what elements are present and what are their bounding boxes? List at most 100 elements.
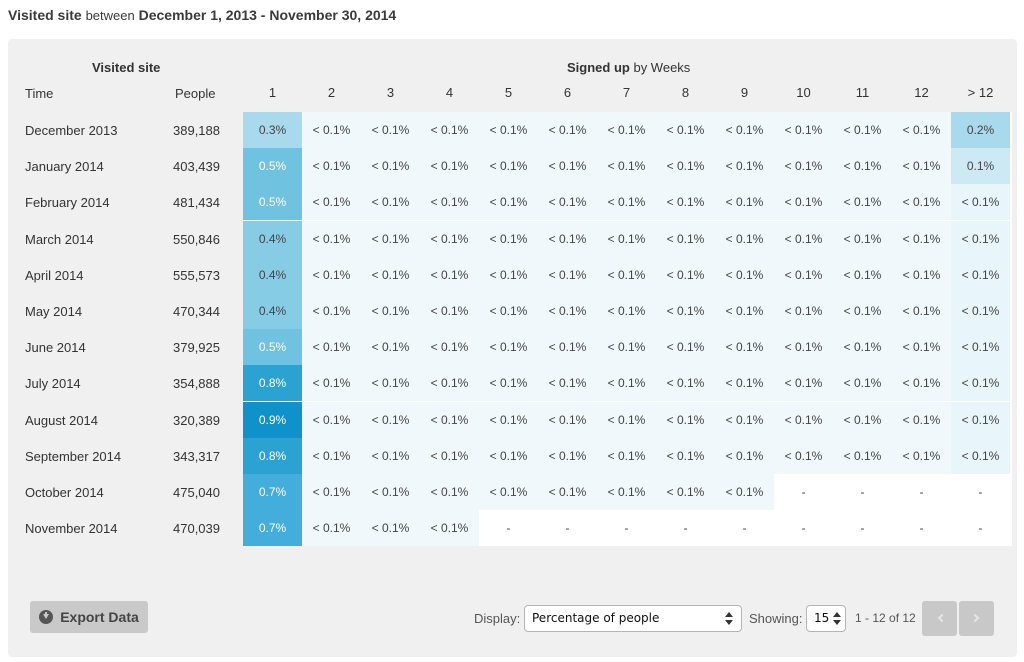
retention-cell: < 0.1% xyxy=(774,184,833,221)
retention-cell: < 0.1% xyxy=(538,256,597,293)
chevron-left-icon xyxy=(937,613,947,623)
week-column-header: 4 xyxy=(445,85,454,100)
retention-cell: - xyxy=(597,510,656,547)
retention-cell: - xyxy=(833,510,892,547)
report-title: Visited site between December 1, 2013 - … xyxy=(8,7,396,23)
retention-cell: < 0.1% xyxy=(774,401,833,438)
retention-cell: 0.7% xyxy=(243,474,302,510)
retention-cell: < 0.1% xyxy=(361,510,420,547)
retention-cell: < 0.1% xyxy=(951,329,1010,366)
week-column-header: 12 xyxy=(914,85,929,100)
retention-cell: - xyxy=(715,510,774,547)
row-people-count: 481,434 xyxy=(173,195,220,211)
row-people-count: 343,317 xyxy=(173,448,220,464)
retention-cell: < 0.1% xyxy=(361,365,420,402)
retention-cell: < 0.1% xyxy=(656,365,715,402)
showing-select-value: 15 xyxy=(814,611,830,625)
row-people-count: 475,040 xyxy=(173,485,220,500)
retention-cell: < 0.1% xyxy=(361,401,420,438)
retention-cell: < 0.1% xyxy=(479,329,538,366)
retention-cell: < 0.1% xyxy=(361,112,420,148)
retention-cell: < 0.1% xyxy=(715,220,774,257)
retention-cell: 0.5% xyxy=(243,329,302,366)
retention-cell: < 0.1% xyxy=(479,148,538,185)
retention-cell: < 0.1% xyxy=(361,256,420,293)
row-people-count: 470,039 xyxy=(173,521,220,537)
retention-cell: < 0.1% xyxy=(656,437,715,474)
retention-cell: < 0.1% xyxy=(479,365,538,402)
row-time-label: April 2014 xyxy=(25,267,84,283)
row-people-count: 320,389 xyxy=(173,412,220,428)
retention-cell: < 0.1% xyxy=(597,365,656,402)
retention-cell: < 0.1% xyxy=(715,112,774,148)
retention-cell: < 0.1% xyxy=(302,474,361,510)
retention-cell: < 0.1% xyxy=(597,112,656,148)
retention-cell: < 0.1% xyxy=(951,220,1010,257)
retention-cell: < 0.1% xyxy=(656,220,715,257)
retention-cell: < 0.1% xyxy=(420,365,479,402)
retention-cell: < 0.1% xyxy=(479,256,538,293)
retention-cell: < 0.1% xyxy=(656,112,715,148)
retention-cell: < 0.1% xyxy=(420,329,479,366)
retention-cell: < 0.1% xyxy=(951,401,1010,438)
retention-cell: < 0.1% xyxy=(951,293,1010,329)
retention-cell: < 0.1% xyxy=(833,184,892,221)
week-column-header: 10 xyxy=(796,85,811,100)
retention-cell: - xyxy=(656,510,715,547)
retention-cell: < 0.1% xyxy=(774,220,833,257)
retention-cell: < 0.1% xyxy=(715,329,774,366)
retention-cell: < 0.1% xyxy=(951,437,1010,474)
retention-cell: < 0.1% xyxy=(833,437,892,474)
showing-select[interactable]: 15 xyxy=(806,605,846,632)
retention-cell: < 0.1% xyxy=(597,220,656,257)
showing-label: Showing: xyxy=(749,611,803,626)
row-people-count: 354,888 xyxy=(173,376,220,392)
retention-cell: < 0.1% xyxy=(715,293,774,329)
display-select[interactable]: Percentage of people xyxy=(524,605,742,632)
range-text: 1 - 12 of 12 xyxy=(855,611,916,625)
retention-cell: < 0.1% xyxy=(420,474,479,510)
retention-cell: 0.2% xyxy=(951,112,1010,148)
retention-cell: < 0.1% xyxy=(597,474,656,510)
retention-cell: < 0.1% xyxy=(479,474,538,510)
row-people-count: 470,344 xyxy=(173,304,220,319)
retention-cell: < 0.1% xyxy=(774,112,833,148)
week-column-header: 2 xyxy=(327,85,336,100)
retention-cell: < 0.1% xyxy=(892,220,951,257)
retention-cell: - xyxy=(892,474,951,510)
row-time-label: October 2014 xyxy=(25,485,104,500)
retention-cell: < 0.1% xyxy=(302,401,361,438)
retention-cell: < 0.1% xyxy=(774,329,833,366)
retention-cell: 0.7% xyxy=(243,510,302,547)
retention-cell: < 0.1% xyxy=(420,437,479,474)
retention-cell: < 0.1% xyxy=(538,220,597,257)
retention-cell: < 0.1% xyxy=(538,365,597,402)
row-time-label: February 2014 xyxy=(25,195,110,211)
retention-cell: < 0.1% xyxy=(597,148,656,185)
retention-cell: < 0.1% xyxy=(951,184,1010,221)
retention-grid: 0.3% < 0.1% < 0.1% < 0.1% < 0.1% < 0.1% < 0.1%… xyxy=(243,112,1012,547)
row-time-label: May 2014 xyxy=(25,304,83,319)
retention-cell: < 0.1% xyxy=(597,256,656,293)
prev-page-button[interactable] xyxy=(922,601,957,636)
retention-cell: < 0.1% xyxy=(892,437,951,474)
retention-cell: < 0.1% xyxy=(302,220,361,257)
retention-cell: - xyxy=(951,474,1010,510)
export-data-button[interactable]: Export Data xyxy=(30,601,148,633)
next-page-button[interactable] xyxy=(959,601,994,636)
retention-cell: < 0.1% xyxy=(656,293,715,329)
retention-cell: < 0.1% xyxy=(951,365,1010,402)
retention-cell: < 0.1% xyxy=(715,256,774,293)
row-time-label: December 2013 xyxy=(25,123,118,138)
retention-cell: < 0.1% xyxy=(361,184,420,221)
retention-cell: < 0.1% xyxy=(656,474,715,510)
retention-cell: < 0.1% xyxy=(833,256,892,293)
retention-cell: < 0.1% xyxy=(420,510,479,547)
title-between: between xyxy=(85,8,135,23)
retention-cell: < 0.1% xyxy=(715,184,774,221)
retention-cell: < 0.1% xyxy=(892,365,951,402)
retention-cell: < 0.1% xyxy=(774,365,833,402)
retention-cell: < 0.1% xyxy=(302,365,361,402)
retention-cell: < 0.1% xyxy=(361,329,420,366)
retention-cell: < 0.1% xyxy=(538,112,597,148)
